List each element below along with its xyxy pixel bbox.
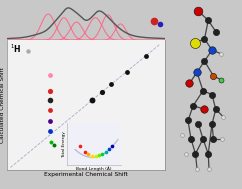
Point xyxy=(188,82,191,85)
Point xyxy=(203,37,206,40)
Point xyxy=(48,98,52,101)
Point xyxy=(206,19,210,22)
Point xyxy=(49,140,53,143)
Point xyxy=(48,109,52,112)
Point xyxy=(110,144,114,147)
Point xyxy=(194,41,197,44)
Point xyxy=(26,49,30,52)
Point xyxy=(210,93,214,96)
Point xyxy=(90,154,94,157)
Point xyxy=(203,60,206,63)
Point xyxy=(86,153,90,156)
Point xyxy=(78,145,82,148)
Point xyxy=(184,152,188,155)
Point xyxy=(206,152,210,155)
Point xyxy=(220,137,224,140)
Point xyxy=(100,152,104,155)
Point xyxy=(219,78,223,81)
X-axis label: Experimental Chemical Shift: Experimental Chemical Shift xyxy=(44,172,128,177)
Point xyxy=(201,89,205,92)
Point xyxy=(53,144,56,147)
Point xyxy=(48,130,52,133)
Point xyxy=(212,74,215,77)
Point xyxy=(48,74,52,77)
Point xyxy=(214,30,218,33)
X-axis label: Bond Length (Å): Bond Length (Å) xyxy=(76,166,112,171)
Point xyxy=(90,98,94,101)
Point xyxy=(189,137,193,140)
Point xyxy=(125,70,129,73)
Point xyxy=(194,152,197,155)
Point xyxy=(180,134,184,137)
Point xyxy=(195,71,199,74)
Point xyxy=(203,108,206,111)
Point xyxy=(48,89,52,92)
Point xyxy=(83,150,87,153)
Point xyxy=(212,137,215,140)
Point xyxy=(48,119,52,122)
Y-axis label: Calculated Chemical Shift: Calculated Chemical Shift xyxy=(0,67,5,143)
Point xyxy=(197,123,200,126)
Point xyxy=(210,49,214,52)
Point xyxy=(109,83,113,86)
Point xyxy=(104,150,107,153)
Text: $^1$H: $^1$H xyxy=(10,43,22,55)
Point xyxy=(214,108,218,111)
Point xyxy=(191,104,195,107)
Point xyxy=(195,167,199,170)
Point xyxy=(94,154,98,157)
Point xyxy=(197,10,200,13)
Point xyxy=(221,115,225,118)
Point xyxy=(207,167,211,170)
Point xyxy=(100,91,104,94)
Point xyxy=(186,119,190,122)
Y-axis label: Total Energy: Total Energy xyxy=(62,131,66,158)
Point xyxy=(219,52,223,55)
Point xyxy=(97,153,101,156)
Point xyxy=(210,123,214,126)
Point xyxy=(201,137,205,140)
Point xyxy=(144,54,148,57)
Point xyxy=(107,148,111,151)
